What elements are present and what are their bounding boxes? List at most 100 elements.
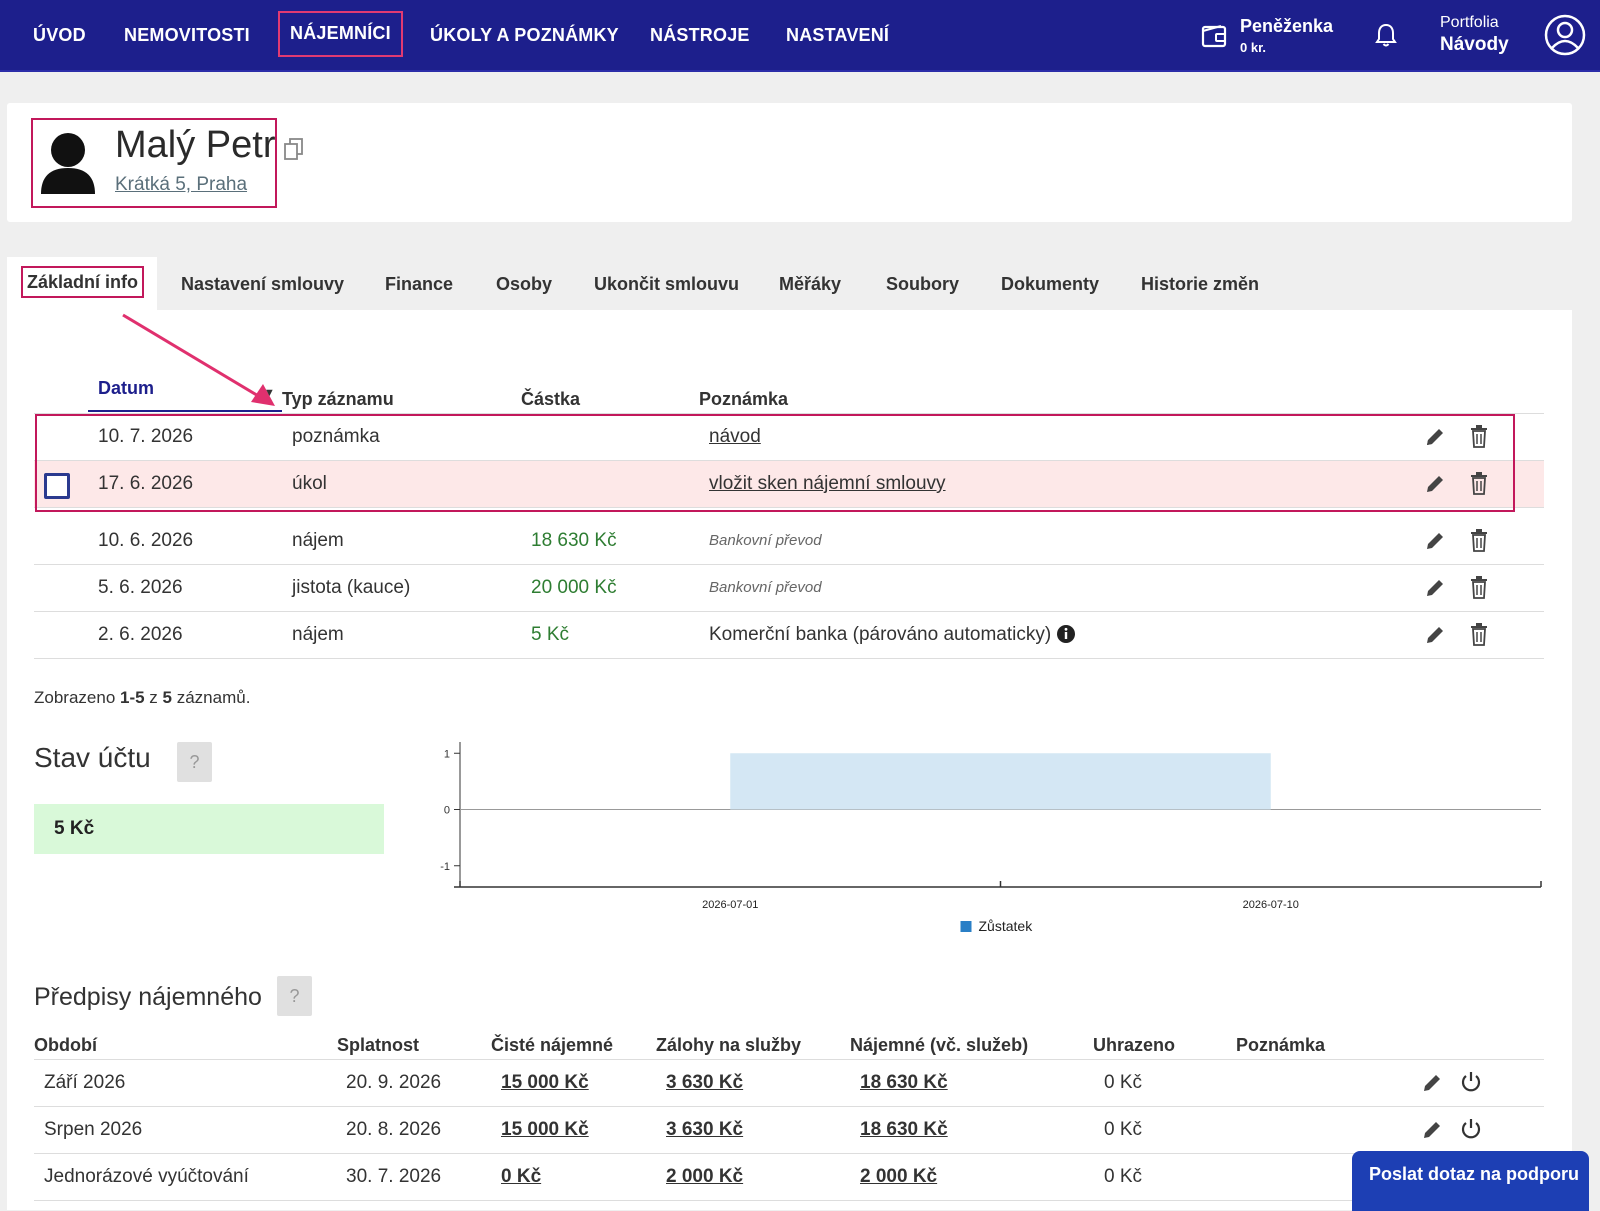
nav-item-ukoly[interactable]: ÚKOLY A POZNÁMKY bbox=[430, 25, 619, 45]
annotation-arrow-icon bbox=[122, 313, 275, 406]
tenant-header-card: Malý Petr Krátká 5, Praha bbox=[7, 103, 1572, 222]
record-type: nájem bbox=[292, 624, 344, 645]
rent-paid: 0 Kč bbox=[1104, 1072, 1143, 1093]
column-header-splatnost[interactable]: Splatnost bbox=[337, 1035, 420, 1055]
rent-total-link[interactable]: 2 000 Kč bbox=[860, 1166, 938, 1187]
column-header-uhrazeno[interactable]: Uhrazeno bbox=[1093, 1035, 1176, 1055]
power-icon[interactable] bbox=[1460, 1071, 1482, 1093]
column-header-zalohy[interactable]: Zálohy na služby bbox=[656, 1035, 802, 1055]
tab-zakladni-info[interactable]: Základní info bbox=[21, 266, 145, 298]
table-row: 10. 6. 2026 nájem 18 630 Kč Bankovní pře… bbox=[34, 518, 1544, 565]
tab-soubory[interactable]: Soubory bbox=[886, 274, 960, 294]
tenant-identity: Malý Petr Krátká 5, Praha bbox=[31, 118, 277, 208]
pencil-icon[interactable] bbox=[1421, 1119, 1443, 1141]
column-header-poznamka[interactable]: Poznámka bbox=[699, 389, 789, 409]
y-tick-label: 1 bbox=[444, 748, 450, 760]
rent-advances-link[interactable]: 3 630 Kč bbox=[666, 1119, 744, 1140]
y-tick-label: 0 bbox=[444, 805, 450, 817]
pencil-icon[interactable] bbox=[1424, 624, 1446, 646]
copy-icon[interactable] bbox=[283, 137, 305, 161]
account-balance: 5 Kč bbox=[34, 804, 384, 854]
nav-item-najemnici[interactable]: NÁJEMNÍCI bbox=[278, 11, 403, 57]
rent-net-link[interactable]: 15 000 Kč bbox=[501, 1072, 589, 1093]
table-row: 5. 6. 2026 jistota (kauce) 20 000 Kč Ban… bbox=[34, 565, 1544, 612]
legend-label-zustatek: Zůstatek bbox=[979, 918, 1034, 934]
record-type: poznámka bbox=[292, 426, 380, 447]
trash-icon[interactable] bbox=[1469, 424, 1489, 448]
record-type: nájem bbox=[292, 530, 344, 551]
pencil-icon[interactable] bbox=[1424, 577, 1446, 599]
bell-icon[interactable] bbox=[1374, 22, 1398, 48]
tab-meraky[interactable]: Měřáky bbox=[779, 274, 842, 294]
pencil-icon[interactable] bbox=[1424, 426, 1446, 448]
user-account-icon[interactable] bbox=[1544, 14, 1586, 56]
support-request-button[interactable]: Poslat dotaz na podporu bbox=[1352, 1151, 1589, 1211]
pencil-icon[interactable] bbox=[1424, 473, 1446, 495]
portfolio-selector[interactable]: Portfolia Návody bbox=[1440, 14, 1509, 56]
rent-period: Jednorázové vyúčtování bbox=[44, 1166, 249, 1187]
rent-total-link[interactable]: 18 630 Kč bbox=[860, 1119, 948, 1140]
pencil-icon[interactable] bbox=[1421, 1072, 1443, 1094]
record-amount: 20 000 Kč bbox=[531, 577, 617, 598]
trash-icon[interactable] bbox=[1469, 575, 1489, 599]
balance-chart: 1 0 -1 2026-07-01 2026-07-10 Zůstatek bbox=[440, 742, 1542, 934]
tenant-name: Malý Petr bbox=[115, 124, 276, 166]
info-icon[interactable] bbox=[1056, 624, 1076, 644]
tab-nastaveni-smlouvy[interactable]: Nastavení smlouvy bbox=[181, 274, 345, 294]
tab-historie-zmen[interactable]: Historie změn bbox=[1141, 274, 1260, 294]
table-row: 2. 6. 2026 nájem 5 Kč Komerční banka (pá… bbox=[34, 612, 1544, 659]
trash-icon[interactable] bbox=[1469, 471, 1489, 495]
rent-advances-link[interactable]: 2 000 Kč bbox=[666, 1166, 744, 1187]
series-area-zustatek bbox=[730, 753, 1271, 810]
record-date: 10. 6. 2026 bbox=[98, 530, 194, 551]
sort-indicator-line bbox=[88, 410, 282, 412]
task-done-checkbox[interactable] bbox=[44, 473, 70, 499]
nav-item-nemovitosti[interactable]: NEMOVITOSTI bbox=[124, 25, 250, 45]
table-row: Srpen 2026 20. 8. 2026 15 000 Kč 3 630 K… bbox=[34, 1107, 1544, 1154]
wallet-icon bbox=[1201, 24, 1227, 48]
table-row: 17. 6. 2026 úkol vložit sken nájemní sml… bbox=[34, 461, 1544, 508]
column-header-poznamka[interactable]: Poznámka bbox=[1236, 1035, 1326, 1055]
rent-net-link[interactable]: 15 000 Kč bbox=[501, 1119, 589, 1140]
wallet-title: Peněženka bbox=[1240, 16, 1334, 36]
tab-osoby[interactable]: Osoby bbox=[496, 274, 553, 294]
column-header-najemne-celkem[interactable]: Nájemné (vč. služeb) bbox=[850, 1035, 1029, 1055]
nav-item-nastaveni[interactable]: NASTAVENÍ bbox=[786, 25, 890, 45]
trash-icon[interactable] bbox=[1469, 622, 1489, 646]
tab-ukoncit-smlouvu[interactable]: Ukončit smlouvu bbox=[594, 274, 740, 294]
wallet-amount: 0 kr. bbox=[1240, 40, 1267, 55]
record-type: úkol bbox=[292, 473, 327, 494]
column-header-typ[interactable]: Typ záznamu bbox=[282, 389, 394, 409]
rent-advances-link[interactable]: 3 630 Kč bbox=[666, 1072, 744, 1093]
rent-period: Září 2026 bbox=[44, 1072, 126, 1093]
tab-finance[interactable]: Finance bbox=[385, 274, 454, 294]
tenant-address-link[interactable]: Krátká 5, Praha bbox=[115, 174, 248, 195]
record-note-link[interactable]: návod bbox=[709, 426, 761, 447]
rent-schedule-title: Předpisy nájemného bbox=[34, 983, 262, 1011]
column-header-castka[interactable]: Částka bbox=[521, 389, 581, 409]
tab-dokumenty[interactable]: Dokumenty bbox=[1001, 274, 1100, 294]
record-note: Komerční banka (párováno automaticky) bbox=[709, 624, 1052, 645]
nav-item-uvod[interactable]: ÚVOD bbox=[33, 25, 86, 45]
record-type: jistota (kauce) bbox=[292, 577, 411, 598]
account-help-button[interactable]: ? bbox=[177, 742, 212, 782]
nav-item-nastroje[interactable]: NÁSTROJE bbox=[650, 25, 750, 45]
x-tick-label: 2026-07-10 bbox=[1243, 899, 1299, 911]
sort-desc-icon: ▼ bbox=[264, 387, 275, 399]
paging-info: Zobrazeno 1-5 z 5 záznamů. bbox=[34, 688, 251, 707]
rent-help-button[interactable]: ? bbox=[277, 976, 312, 1016]
rent-net-link[interactable]: 0 Kč bbox=[501, 1166, 542, 1187]
column-header-obdobi[interactable]: Období bbox=[34, 1035, 97, 1055]
record-amount: 5 Kč bbox=[531, 624, 570, 645]
column-header-ciste-najemne[interactable]: Čisté nájemné bbox=[491, 1035, 614, 1055]
record-note-link[interactable]: vložit sken nájemní smlouvy bbox=[709, 473, 946, 494]
rent-total-link[interactable]: 18 630 Kč bbox=[860, 1072, 948, 1093]
pencil-icon[interactable] bbox=[1424, 530, 1446, 552]
record-date: 17. 6. 2026 bbox=[98, 473, 194, 494]
trash-icon[interactable] bbox=[1469, 528, 1489, 552]
rent-due-date: 20. 8. 2026 bbox=[346, 1119, 442, 1140]
power-icon[interactable] bbox=[1460, 1118, 1482, 1140]
table-row: Září 2026 20. 9. 2026 15 000 Kč 3 630 Kč… bbox=[34, 1060, 1544, 1107]
column-header-datum[interactable]: Datum bbox=[98, 378, 155, 398]
record-date: 5. 6. 2026 bbox=[98, 577, 183, 598]
